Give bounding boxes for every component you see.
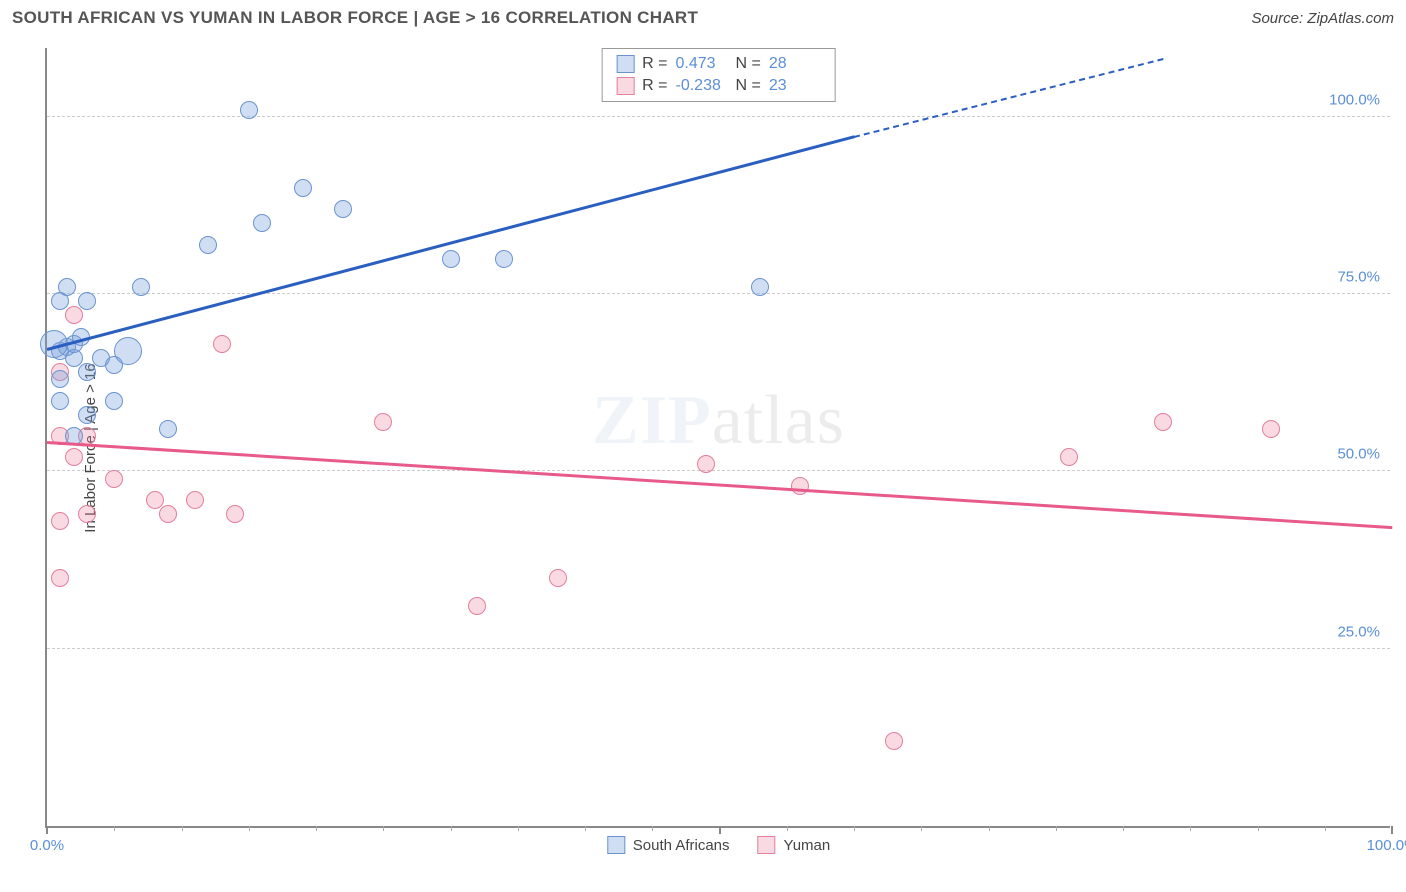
x-tick-minor: [652, 826, 653, 831]
trend-line: [47, 136, 855, 351]
data-point-sa: [51, 370, 69, 388]
x-tick-minor: [1056, 826, 1057, 831]
chart-source: Source: ZipAtlas.com: [1251, 10, 1394, 27]
legend-item-yu: Yuman: [758, 836, 831, 854]
data-point-yu: [791, 477, 809, 495]
x-tick-major: [719, 826, 721, 834]
swatch-icon: [616, 55, 634, 73]
x-tick-label: 100.0%: [1367, 837, 1406, 854]
gridline: [47, 648, 1390, 649]
x-tick-major: [1391, 826, 1393, 834]
gridline: [47, 470, 1390, 471]
data-point-sa: [159, 420, 177, 438]
x-tick-major: [46, 826, 48, 834]
x-tick-minor: [989, 826, 990, 831]
chart-title: SOUTH AFRICAN VS YUMAN IN LABOR FORCE | …: [12, 8, 698, 28]
x-tick-minor: [383, 826, 384, 831]
data-point-sa: [751, 278, 769, 296]
correlation-legend: R = 0.473 N = 28 R = -0.238 N = 23: [601, 48, 836, 102]
x-tick-minor: [854, 826, 855, 831]
data-point-sa: [294, 179, 312, 197]
data-point-yu: [213, 335, 231, 353]
data-point-yu: [186, 491, 204, 509]
data-point-sa: [78, 406, 96, 424]
y-tick-label: 75.0%: [1337, 269, 1380, 286]
data-point-yu: [226, 505, 244, 523]
chart-header: SOUTH AFRICAN VS YUMAN IN LABOR FORCE | …: [0, 0, 1406, 38]
data-point-sa: [334, 200, 352, 218]
data-point-sa: [78, 363, 96, 381]
data-point-yu: [51, 569, 69, 587]
data-point-yu: [65, 448, 83, 466]
x-tick-label: 0.0%: [30, 837, 64, 854]
x-tick-minor: [451, 826, 452, 831]
data-point-yu: [1262, 420, 1280, 438]
x-tick-minor: [182, 826, 183, 831]
data-point-yu: [146, 491, 164, 509]
x-tick-minor: [921, 826, 922, 831]
y-tick-label: 25.0%: [1337, 623, 1380, 640]
data-point-yu: [697, 455, 715, 473]
data-point-sa: [105, 392, 123, 410]
legend-item-sa: South Africans: [607, 836, 730, 854]
watermark: ZIPatlas: [592, 381, 845, 461]
corr-row-yu: R = -0.238 N = 23: [616, 75, 821, 97]
data-point-yu: [1154, 413, 1172, 431]
x-tick-minor: [1258, 826, 1259, 831]
x-tick-minor: [1325, 826, 1326, 831]
data-point-sa: [199, 236, 217, 254]
x-tick-minor: [787, 826, 788, 831]
data-point-yu: [51, 512, 69, 530]
data-point-yu: [549, 569, 567, 587]
trend-line: [47, 441, 1392, 529]
x-tick-minor: [585, 826, 586, 831]
y-tick-label: 50.0%: [1337, 446, 1380, 463]
chart-container: In Labor Force | Age > 16 ZIPatlas R = 0…: [0, 38, 1406, 858]
data-point-sa: [240, 101, 258, 119]
trend-line-dashed: [854, 58, 1164, 138]
x-tick-minor: [1123, 826, 1124, 831]
data-point-yu: [374, 413, 392, 431]
data-point-yu: [65, 306, 83, 324]
data-point-yu: [1060, 448, 1078, 466]
data-point-sa: [442, 250, 460, 268]
swatch-icon: [607, 836, 625, 854]
x-tick-minor: [518, 826, 519, 831]
data-point-sa: [114, 337, 142, 365]
x-tick-minor: [1190, 826, 1191, 831]
data-point-sa: [495, 250, 513, 268]
data-point-sa: [132, 278, 150, 296]
data-point-sa: [253, 214, 271, 232]
data-point-sa: [78, 292, 96, 310]
x-tick-minor: [316, 826, 317, 831]
data-point-yu: [159, 505, 177, 523]
x-tick-minor: [114, 826, 115, 831]
data-point-sa: [51, 392, 69, 410]
series-legend: South Africans Yuman: [607, 836, 830, 854]
data-point-yu: [78, 505, 96, 523]
corr-row-sa: R = 0.473 N = 28: [616, 53, 821, 75]
swatch-icon: [758, 836, 776, 854]
data-point-yu: [105, 470, 123, 488]
swatch-icon: [616, 77, 634, 95]
plot-area: ZIPatlas R = 0.473 N = 28 R = -0.238 N =…: [45, 48, 1390, 828]
data-point-sa: [58, 278, 76, 296]
data-point-yu: [468, 597, 486, 615]
x-tick-minor: [249, 826, 250, 831]
data-point-yu: [885, 732, 903, 750]
y-tick-label: 100.0%: [1329, 91, 1380, 108]
